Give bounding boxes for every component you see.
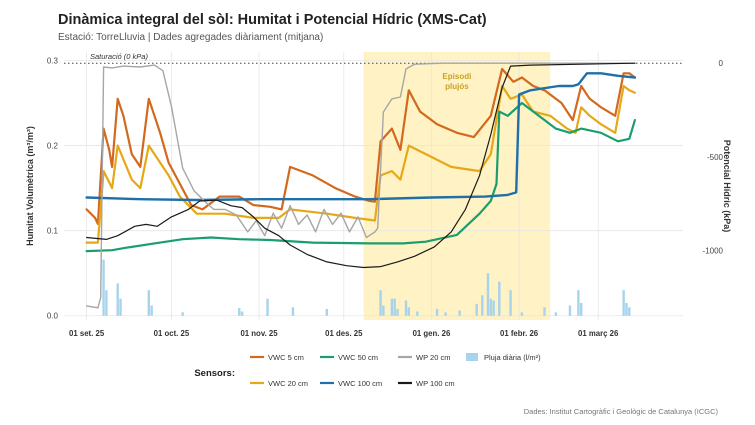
rain-bar xyxy=(325,308,329,316)
rain-bar xyxy=(266,298,269,316)
legend-label: VWC 20 cm xyxy=(268,379,308,388)
y-left-axis-title: Humitat Volumètrica (m³/m³) xyxy=(25,126,35,246)
y-left-tick-label: 0.0 xyxy=(47,312,59,321)
y-right-tick-label: -500 xyxy=(707,153,724,162)
x-tick-label: 01 febr. 26 xyxy=(500,329,539,338)
rain-bar xyxy=(625,302,628,316)
rainy-episode-label: Episodi xyxy=(442,72,471,81)
rain-bar xyxy=(543,307,546,316)
rain-bar xyxy=(435,308,439,316)
rain-bar xyxy=(492,300,495,316)
rain-bar xyxy=(382,305,385,316)
rain-bar xyxy=(393,298,396,316)
rain-bar xyxy=(520,312,524,316)
rain-bar xyxy=(554,312,558,316)
series-line xyxy=(85,62,636,309)
series-line xyxy=(86,62,636,269)
rain-bar xyxy=(407,307,411,316)
y-right-axis-title: Potencial Hídric (kPa) xyxy=(722,140,732,233)
rain-bar xyxy=(481,295,484,316)
y-left-tick-label: 0.1 xyxy=(47,227,59,236)
rain-bar xyxy=(489,298,493,316)
x-tick-label: 01 oct. 25 xyxy=(154,329,190,338)
x-tick-label: 01 des. 25 xyxy=(325,329,363,338)
legend-label: VWC 50 cm xyxy=(338,353,378,362)
rain-bar xyxy=(404,300,408,316)
rain-bar xyxy=(580,302,583,316)
rain-bar xyxy=(102,259,105,316)
rain-bar xyxy=(498,281,501,316)
rain-bar xyxy=(509,290,512,316)
rain-bar xyxy=(486,273,490,316)
saturation-label: Saturació (0 kPa) xyxy=(90,52,148,61)
rain-bar xyxy=(444,312,447,316)
y-right-tick-label: -1000 xyxy=(703,247,724,256)
rain-bar xyxy=(116,283,119,316)
x-tick-label: 01 gen. 26 xyxy=(413,329,451,338)
legend-label: WP 100 cm xyxy=(416,379,455,388)
rain-bar xyxy=(577,290,580,316)
legend-label: WP 20 cm xyxy=(416,353,450,362)
legend-label: Pluja diària (l/m²) xyxy=(484,353,541,362)
series-line xyxy=(85,84,636,244)
rain-bar xyxy=(458,310,461,316)
chart-title: Dinàmica integral del sòl: Humitat i Pot… xyxy=(58,12,487,28)
rain-bar xyxy=(568,305,572,316)
legend-swatch xyxy=(466,353,478,361)
rain-bar xyxy=(181,312,184,316)
rain-bar xyxy=(379,290,382,316)
x-tick-label: 01 març 26 xyxy=(578,329,619,338)
legend-label: VWC 5 cm xyxy=(268,353,304,362)
x-tick-label: 01 nov. 25 xyxy=(240,329,278,338)
y-right-tick-label: 0 xyxy=(719,59,724,68)
rainy-episode-label: plujós xyxy=(445,82,469,91)
y-left-tick-label: 0.3 xyxy=(47,57,59,66)
legend-title: Sensors: xyxy=(194,368,235,379)
legend-label: VWC 100 cm xyxy=(338,379,382,388)
data-source-caption: Dades: Institut Cartogràfic i Geològic d… xyxy=(524,407,719,416)
rain-bar xyxy=(396,308,399,316)
rain-bar xyxy=(390,298,394,316)
series-line xyxy=(85,72,637,202)
rain-bar xyxy=(628,307,631,316)
chart-subtitle: Estació: TorreLluvia | Dades agregades d… xyxy=(58,32,323,43)
rain-bar xyxy=(105,290,108,316)
series-line xyxy=(85,101,636,253)
rain-bar xyxy=(291,307,295,316)
rain-bar xyxy=(150,305,153,316)
rain-bar xyxy=(147,290,150,316)
rain-bar xyxy=(475,303,478,316)
rain-bar xyxy=(240,311,244,316)
rain-bar xyxy=(238,308,241,316)
x-tick-label: 01 set. 25 xyxy=(69,329,105,338)
rain-bar xyxy=(119,298,122,316)
rain-bar xyxy=(622,290,625,316)
rain-bar xyxy=(416,311,419,316)
y-left-tick-label: 0.2 xyxy=(47,142,59,151)
